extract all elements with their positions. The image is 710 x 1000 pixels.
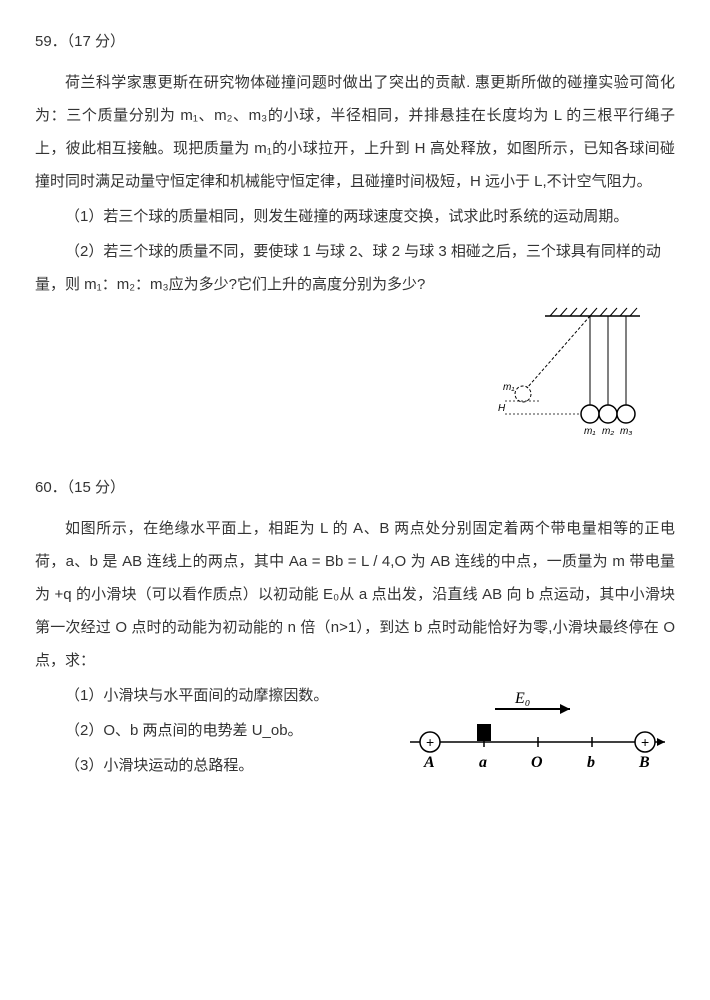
label-O: O [531,754,543,771]
plus-A: + [426,734,434,750]
plus-B: + [641,734,649,750]
q60-sub2: （2）O、b 两点间的电势差 U_ob。 [35,714,405,747]
q59-sub2: （2）若三个球的质量不同，要使球 1 与球 2、球 2 与球 3 相碰之后，三个… [35,235,675,301]
label-A: A [423,754,435,771]
label-a: a [479,754,487,771]
q59-sub1: （1）若三个球的质量相同，则发生碰撞的两球速度交换，试求此时系统的运动周期。 [35,200,675,233]
label-H: H [498,403,506,414]
q60-sub1: （1）小滑块与水平面间的动摩擦因数。 [35,679,405,712]
label-b: b [587,754,595,771]
q60-sub3: （3）小滑块运动的总路程。 [35,749,405,782]
problem-60: 60．（15 分） 如图所示，在绝缘水平面上，相距为 L 的 A、B 两点处分别… [35,471,675,789]
charge-line-figure: + + E₀ A a O b B [405,687,675,777]
label-m3: m₃ [620,426,632,436]
q60-header: 60．（15 分） [35,471,675,504]
label-m2: m₂ [602,426,614,436]
q60-paragraph: 如图所示，在绝缘水平面上，相距为 L 的 A、B 两点处分别固定着两个带电量相等… [35,512,675,677]
label-E0: E₀ [514,690,530,707]
label-B: B [638,754,650,771]
label-m1: m₁ [584,426,595,436]
q59-paragraph: 荷兰科学家惠更斯在研究物体碰撞问题时做出了突出的贡献. 惠更斯所做的碰撞实验可简… [35,66,675,198]
q59-header: 59．（17 分） [35,25,675,58]
problem-59: 59．（17 分） 荷兰科学家惠更斯在研究物体碰撞问题时做出了突出的贡献. 惠更… [35,25,675,436]
label-m1-raised: m₁ [503,382,514,393]
pendulum-figure: m₁ H m₁ m₂ m₃ [495,306,645,436]
